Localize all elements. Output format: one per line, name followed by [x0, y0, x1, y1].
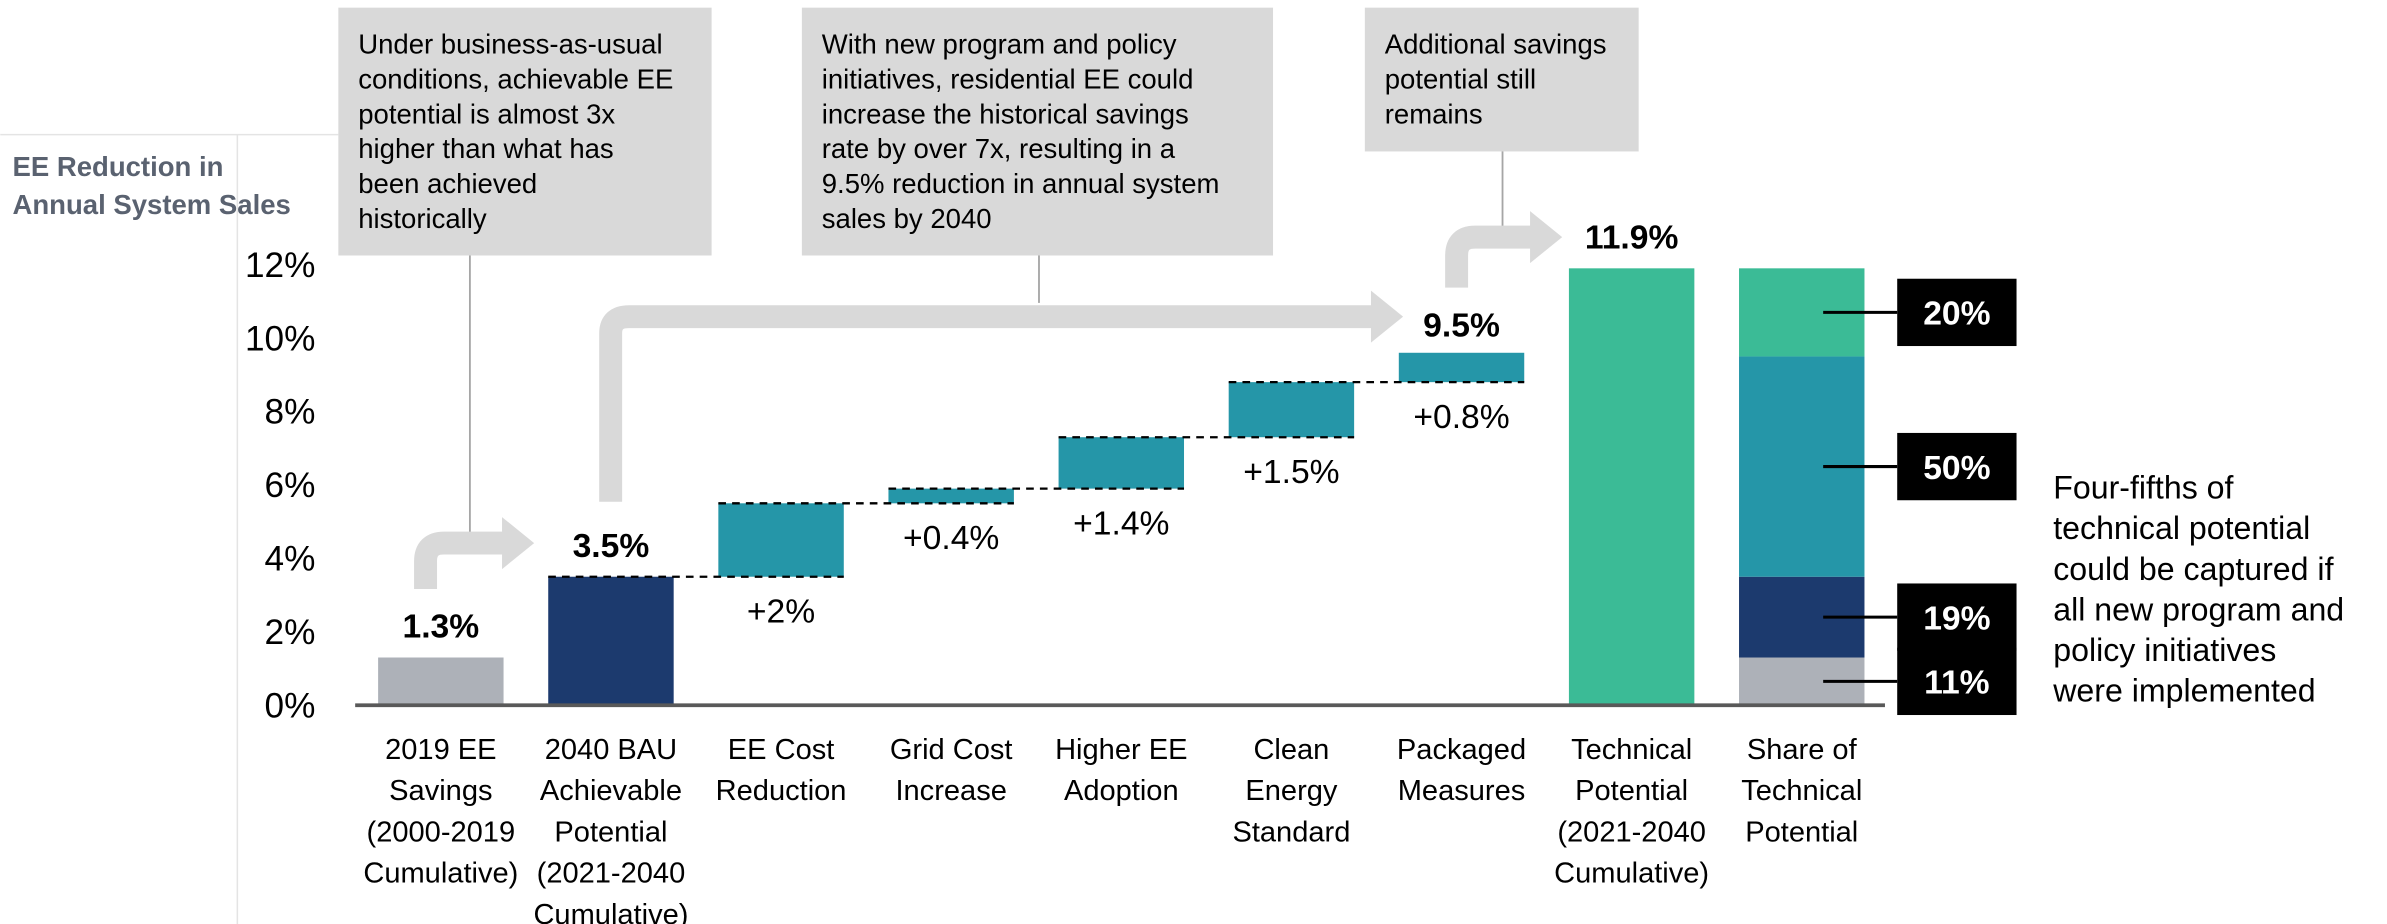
annotation: increase the historical savings: [822, 98, 1189, 129]
arrow-head: [1370, 290, 1404, 343]
note: policy initiatives: [2053, 632, 2276, 668]
note: could be captured if: [2053, 551, 2333, 587]
annotation: historically: [358, 203, 487, 234]
x-tick-label: Potential: [554, 816, 667, 848]
bar: [1398, 352, 1525, 383]
total-label: 9.5%: [1423, 308, 1500, 345]
arrow: [414, 531, 506, 589]
value-label: +2%: [747, 594, 815, 631]
annotation: potential is almost 3x: [358, 98, 615, 129]
share-label: 11%: [1924, 665, 1990, 702]
annotation: rate by over 7x, resulting in a: [822, 133, 1176, 164]
bar: [718, 503, 844, 577]
share-label-box: [1897, 432, 2017, 501]
callout-box: [338, 7, 712, 256]
x-tick-label: Reduction: [716, 775, 847, 807]
annotation: potential still: [1385, 63, 1536, 94]
x-tick-label: Standard: [1232, 816, 1350, 848]
note: Four-fifths of: [2053, 470, 2233, 506]
value-label: 1.3%: [402, 609, 479, 646]
x-tick-label: 2019 EE: [385, 734, 496, 766]
y-tick-label: 4%: [265, 540, 316, 579]
x-tick-label: Achievable: [540, 775, 682, 807]
x-tick-label: Grid Cost: [890, 734, 1013, 766]
bar: [378, 657, 504, 706]
x-tick-label: Potential: [1745, 816, 1858, 848]
x-tick-label: Savings: [389, 775, 492, 807]
callout-box: [801, 7, 1274, 256]
value-label: 11.9%: [1585, 219, 1679, 256]
x-tick-label: Cumulative): [533, 899, 688, 924]
bar: [1228, 382, 1355, 438]
x-tick-label: 2040 BAU: [545, 734, 677, 766]
bar: [548, 576, 674, 706]
note: all new program and: [2053, 591, 2344, 627]
x-tick-label: (2021-2040: [1557, 816, 1706, 848]
axis-title: Annual System Sales: [12, 189, 290, 220]
annotation: 9.5% reduction in annual system: [822, 168, 1220, 199]
bar: [1058, 437, 1185, 489]
annotation: Additional savings: [1385, 29, 1607, 60]
y-tick-label: 10%: [245, 319, 315, 358]
annotation: higher than what has: [358, 133, 613, 164]
share-label: 20%: [1923, 296, 1990, 333]
x-tick-label: Share of: [1747, 734, 1858, 766]
annotation: conditions, achievable EE: [358, 63, 673, 94]
annotation: sales by 2040: [822, 203, 992, 234]
y-tick-label: 6%: [265, 466, 316, 505]
x-tick-label: Potential: [1575, 775, 1688, 807]
x-tick-label: Packaged: [1397, 734, 1526, 766]
x-tick-label: Technical: [1741, 775, 1862, 807]
value-label: +0.4%: [903, 520, 999, 557]
share-label: 19%: [1923, 600, 1990, 637]
annotation: remains: [1385, 98, 1483, 129]
bar: [888, 488, 1014, 504]
y-tick-label: 2%: [265, 613, 316, 652]
annotation: Under business-as-usual: [358, 29, 662, 60]
share-label-box: [1897, 647, 2017, 716]
arrow: [599, 305, 1375, 502]
x-tick-label: Clean: [1253, 734, 1329, 766]
y-tick-label: 0%: [265, 686, 316, 725]
value-label: +1.5%: [1243, 454, 1339, 491]
axis-title: EE Reduction in: [12, 151, 223, 182]
bar: [1568, 268, 1695, 706]
arrow-head: [502, 517, 535, 570]
value-label: +0.8%: [1413, 399, 1509, 436]
x-tick-label: Cumulative): [363, 858, 518, 890]
x-tick-label: Adoption: [1064, 775, 1179, 807]
share-label: 50%: [1923, 450, 1990, 487]
arrow: [1445, 225, 1534, 288]
x-tick-label: Energy: [1245, 775, 1338, 807]
x-tick-label: (2000-2019: [367, 816, 516, 848]
callout-box: [1364, 7, 1639, 152]
arrow-head: [1530, 211, 1563, 264]
x-tick-label: Technical: [1571, 734, 1692, 766]
share-label-box: [1897, 278, 2017, 347]
note: technical potential: [2053, 510, 2310, 546]
annotation: With new program and policy: [822, 29, 1177, 60]
y-tick-label: 12%: [245, 246, 315, 285]
x-tick-label: Increase: [895, 775, 1006, 807]
value-label: +1.4%: [1073, 506, 1169, 543]
x-tick-label: (2021-2040: [537, 858, 686, 890]
x-tick-label: Higher EE: [1055, 734, 1187, 766]
value-label: 3.5%: [573, 528, 650, 565]
x-tick-label: EE Cost: [728, 734, 835, 766]
x-tick-label: Cumulative): [1554, 858, 1709, 890]
y-tick-label: 8%: [265, 393, 316, 432]
annotation: initiatives, residential EE could: [822, 63, 1194, 94]
annotation: been achieved: [358, 168, 537, 199]
share-label-box: [1897, 583, 2017, 651]
note: were implemented: [2052, 672, 2315, 708]
x-tick-label: Measures: [1398, 775, 1526, 807]
